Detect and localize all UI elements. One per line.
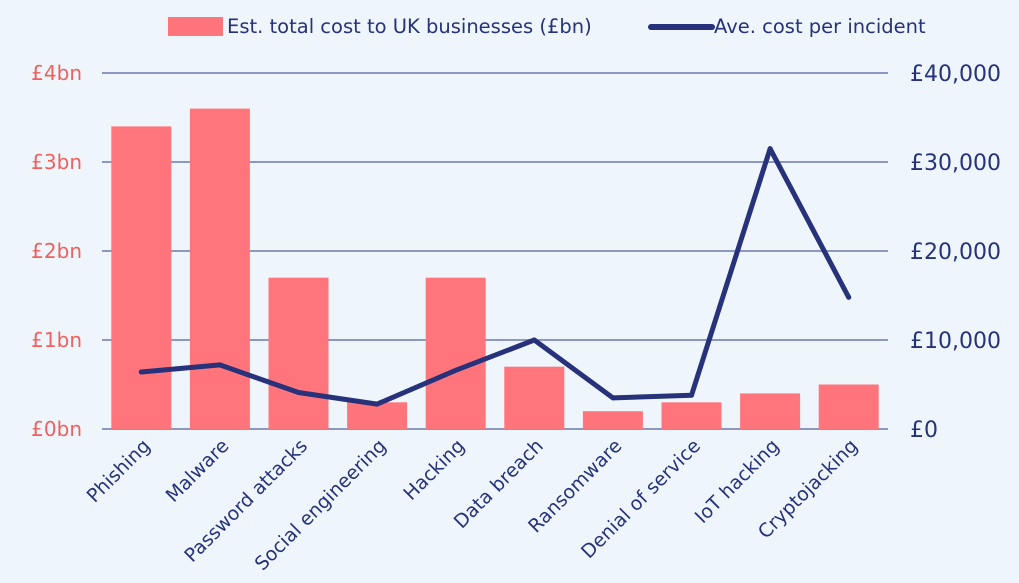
legend: Est. total cost to UK businesses (£bn) A…	[168, 15, 926, 38]
line-point-phishing	[138, 369, 144, 375]
bar-cryptojacking	[818, 384, 879, 429]
line-series	[138, 146, 852, 407]
category-label: Malware	[162, 435, 234, 507]
line-point-hacking	[453, 367, 459, 373]
line-ave-cost-per-incident	[138, 146, 852, 407]
line-point-malware	[217, 362, 223, 368]
bar-social-engineering	[347, 402, 408, 429]
legend-bar-label: Est. total cost to UK businesses (£bn)	[227, 15, 592, 38]
legend-line-label: Ave. cost per incident	[714, 15, 926, 38]
line-point-data-breach	[531, 337, 537, 343]
right-axis-tick-label: £30,000	[910, 151, 1001, 176]
line-point-social-engineering	[374, 401, 380, 407]
left-axis-tick-label: £3bn	[31, 150, 82, 174]
bar-hacking	[425, 277, 486, 429]
right-axis: £0 £10,000 £20,000 £30,000 £40,000	[910, 62, 1001, 443]
category-label: Social engineering	[251, 435, 391, 575]
line-point-iot-hacking	[767, 146, 773, 152]
bar-data-breach	[504, 366, 565, 429]
bar-malware	[189, 108, 250, 429]
bar-password-attacks	[268, 277, 329, 429]
line-point-denial-of-service	[689, 392, 694, 398]
line-point-ransomware	[610, 395, 616, 401]
bar-iot-hacking	[740, 393, 801, 429]
line-point-cryptojacking	[846, 294, 852, 300]
left-axis-tick-label: £1bn	[31, 328, 82, 352]
bar-series	[111, 108, 879, 430]
right-axis-tick-label: £40,000	[910, 62, 1001, 87]
category-label: Phishing	[83, 435, 155, 507]
left-axis-tick-label: £2bn	[31, 239, 82, 263]
left-axis: £0bn £1bn £2bn £3bn £4bn	[31, 61, 82, 441]
bar-phishing	[111, 126, 172, 430]
left-axis-tick-label: £4bn	[31, 61, 82, 85]
category-label: Hacking	[399, 435, 469, 505]
right-axis-tick-label: £20,000	[910, 240, 1001, 265]
right-axis-tick-label: £0	[910, 418, 938, 443]
line-point-password-attacks	[296, 390, 301, 396]
bar-denial-of-service	[661, 402, 722, 429]
right-axis-tick-label: £10,000	[910, 329, 1001, 354]
legend-bar-swatch	[168, 17, 223, 36]
left-axis-tick-label: £0bn	[31, 417, 82, 441]
bar-ransomware	[582, 411, 643, 429]
